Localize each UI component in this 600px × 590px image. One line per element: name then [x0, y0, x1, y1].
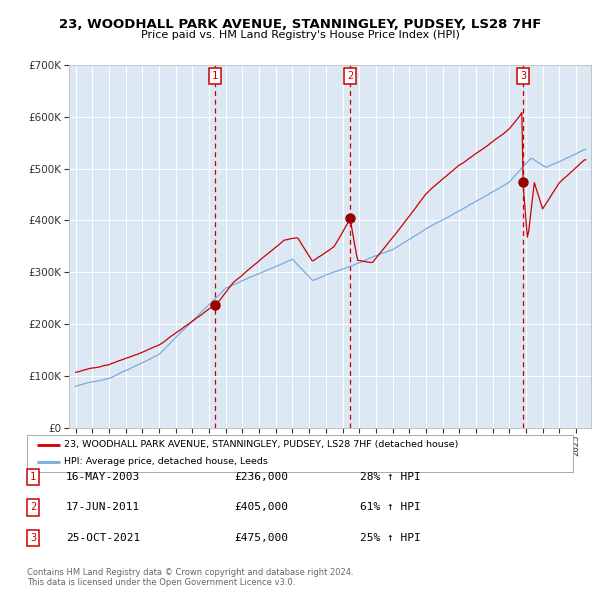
Text: This data is licensed under the Open Government Licence v3.0.: This data is licensed under the Open Gov…	[27, 578, 295, 588]
Text: 1: 1	[30, 472, 36, 481]
Text: 61% ↑ HPI: 61% ↑ HPI	[360, 503, 421, 512]
Text: 3: 3	[520, 71, 526, 81]
Text: HPI: Average price, detached house, Leeds: HPI: Average price, detached house, Leed…	[64, 457, 268, 467]
Text: 23, WOODHALL PARK AVENUE, STANNINGLEY, PUDSEY, LS28 7HF (detached house): 23, WOODHALL PARK AVENUE, STANNINGLEY, P…	[64, 440, 458, 450]
Text: 25-OCT-2021: 25-OCT-2021	[66, 533, 140, 543]
Text: £405,000: £405,000	[234, 503, 288, 512]
Text: 1: 1	[212, 71, 218, 81]
Text: 28% ↑ HPI: 28% ↑ HPI	[360, 472, 421, 481]
Text: 2: 2	[30, 503, 36, 512]
Text: 17-JUN-2011: 17-JUN-2011	[66, 503, 140, 512]
Text: 2: 2	[347, 71, 353, 81]
Text: 16-MAY-2003: 16-MAY-2003	[66, 472, 140, 481]
Text: 3: 3	[30, 533, 36, 543]
Text: £475,000: £475,000	[234, 533, 288, 543]
Text: Price paid vs. HM Land Registry's House Price Index (HPI): Price paid vs. HM Land Registry's House …	[140, 30, 460, 40]
Text: 25% ↑ HPI: 25% ↑ HPI	[360, 533, 421, 543]
Text: 23, WOODHALL PARK AVENUE, STANNINGLEY, PUDSEY, LS28 7HF: 23, WOODHALL PARK AVENUE, STANNINGLEY, P…	[59, 18, 541, 31]
Text: Contains HM Land Registry data © Crown copyright and database right 2024.: Contains HM Land Registry data © Crown c…	[27, 568, 353, 577]
Text: £236,000: £236,000	[234, 472, 288, 481]
